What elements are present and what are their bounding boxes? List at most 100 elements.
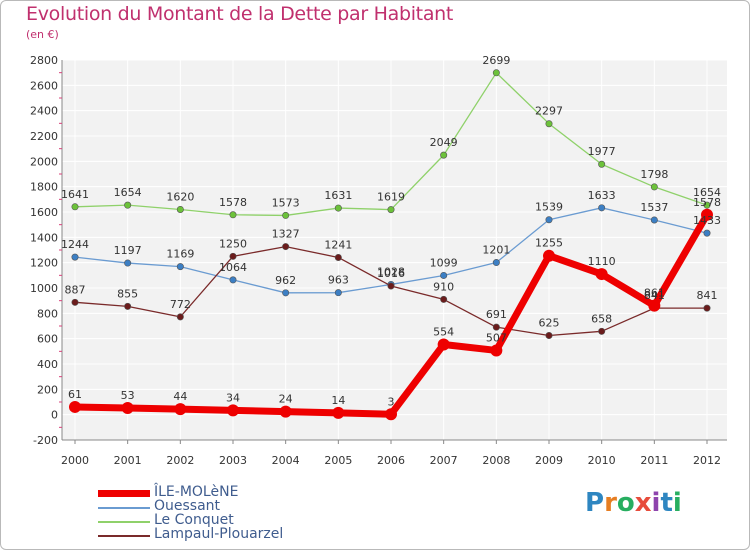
data-label: 1028 — [377, 265, 405, 278]
data-label: 1250 — [219, 237, 247, 250]
data-point — [703, 201, 711, 209]
data-point — [598, 160, 606, 168]
data-point — [387, 282, 395, 290]
y-tick-label: 1800 — [30, 181, 58, 194]
data-label: 841 — [697, 289, 718, 302]
data-label: 1537 — [640, 201, 668, 214]
data-label: 1064 — [219, 261, 247, 274]
data-point — [437, 338, 450, 351]
data-point — [703, 229, 711, 237]
legend-label: Le Conquet — [154, 512, 234, 528]
data-point — [71, 298, 79, 306]
x-tick-label: 2007 — [430, 454, 458, 467]
legend-label: ÎLE-MOLèNE — [154, 484, 239, 500]
data-point — [71, 203, 79, 211]
data-label: 1977 — [588, 145, 616, 158]
data-point — [282, 211, 290, 219]
legend-label: Lampaul-Plouarzel — [154, 526, 284, 542]
data-label: 14 — [331, 394, 345, 407]
data-point — [387, 206, 395, 214]
plot-area — [62, 60, 727, 440]
data-point — [543, 249, 555, 262]
legend-label: Ouessant — [154, 498, 221, 514]
data-label: 1255 — [535, 237, 563, 250]
data-label: 1197 — [114, 244, 142, 257]
data-label: 963 — [328, 274, 349, 287]
data-label: 1539 — [535, 201, 563, 214]
data-point — [229, 211, 237, 219]
data-label: 625 — [539, 317, 560, 330]
data-point — [492, 259, 500, 267]
data-label: 962 — [275, 274, 296, 287]
data-point — [545, 331, 553, 339]
data-label: 1433 — [693, 214, 721, 227]
data-label: 1578 — [693, 196, 721, 209]
y-tick-label: 1600 — [30, 206, 58, 219]
data-point — [176, 263, 184, 271]
data-point — [650, 183, 658, 191]
data-label: 3 — [388, 395, 395, 408]
y-tick-label: 1000 — [30, 282, 58, 295]
y-tick-label: 200 — [37, 383, 58, 396]
data-point — [334, 204, 342, 212]
data-point — [703, 304, 711, 312]
data-point — [174, 403, 187, 416]
data-point — [440, 271, 448, 279]
x-tick-label: 2008 — [482, 454, 510, 467]
data-point — [385, 408, 397, 421]
data-point — [229, 252, 237, 260]
data-point — [490, 344, 503, 357]
brand-logo: Proxiti — [585, 488, 682, 518]
y-tick-label: 1400 — [30, 231, 58, 244]
data-label: 1631 — [324, 189, 352, 202]
x-tick-label: 2009 — [535, 454, 563, 467]
data-point — [492, 69, 500, 77]
data-label: 24 — [279, 393, 293, 406]
y-tick-label: 2800 — [30, 54, 58, 67]
x-tick-label: 2005 — [324, 454, 352, 467]
data-label: 1099 — [430, 256, 458, 269]
data-point — [282, 243, 290, 251]
y-tick-label: 400 — [37, 358, 58, 371]
data-label: 1620 — [166, 190, 194, 203]
data-label: 1619 — [377, 191, 405, 204]
data-label: 1201 — [482, 244, 510, 257]
data-point — [595, 268, 608, 281]
y-tick-label: 2200 — [30, 130, 58, 143]
data-point — [124, 259, 132, 267]
data-point — [545, 216, 553, 224]
x-tick-label: 2001 — [114, 454, 142, 467]
legend-swatch — [98, 521, 150, 523]
data-point — [279, 405, 292, 418]
y-tick-label: 2600 — [30, 79, 58, 92]
data-point — [545, 120, 553, 128]
data-label: 1641 — [61, 188, 89, 201]
data-point — [124, 302, 132, 310]
x-tick-label: 2012 — [693, 454, 721, 467]
x-tick-label: 2004 — [272, 454, 300, 467]
data-label: 1110 — [588, 255, 616, 268]
y-tick-label: 800 — [37, 307, 58, 320]
x-tick-label: 2002 — [166, 454, 194, 467]
x-tick-label: 2010 — [588, 454, 616, 467]
data-point — [176, 313, 184, 321]
data-label: 910 — [433, 280, 454, 293]
data-label: 658 — [591, 312, 612, 325]
legend-swatch — [98, 490, 150, 497]
data-label: 1578 — [219, 196, 247, 209]
data-label: 1169 — [166, 248, 194, 261]
data-label: 1573 — [272, 196, 300, 209]
data-point — [227, 404, 239, 417]
data-point — [492, 323, 500, 331]
data-point — [282, 289, 290, 297]
data-point — [176, 205, 184, 213]
data-label: 34 — [226, 391, 240, 404]
y-tick-label: 600 — [37, 333, 58, 346]
data-label: 61 — [68, 388, 82, 401]
data-label: 772 — [170, 298, 191, 311]
y-tick-label: 2000 — [30, 155, 58, 168]
data-label: 1654 — [693, 186, 721, 199]
data-point — [124, 201, 132, 209]
data-point — [650, 216, 658, 224]
